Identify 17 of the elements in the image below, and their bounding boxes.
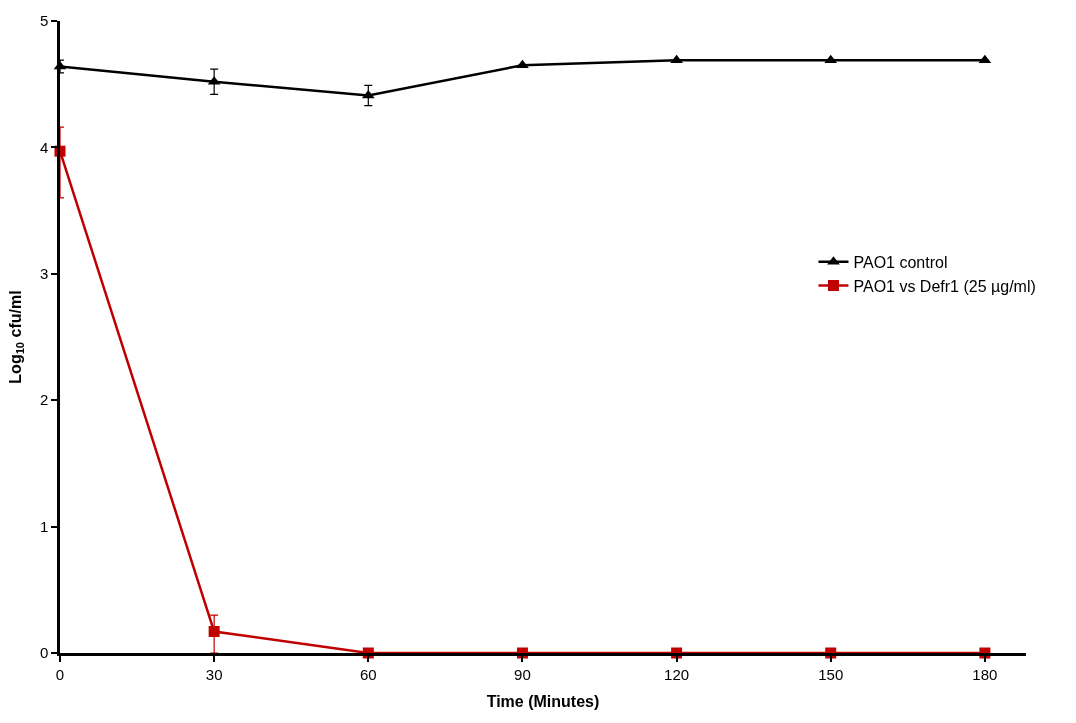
point	[208, 626, 220, 638]
x-tick-label: 60	[359, 665, 377, 683]
x-tick-label: 90	[514, 665, 531, 683]
x-tick-label: 120	[664, 665, 690, 683]
x-tick-label: 0	[55, 665, 65, 683]
y-tick-label: 2	[39, 391, 49, 409]
y-tick-label: 4	[39, 138, 49, 156]
x-tick-label: 150	[818, 665, 844, 683]
x-tick-label: 180	[972, 665, 998, 683]
legend-label: PAO1 vs Defr1 (25 µg/ml)	[853, 277, 1036, 295]
x-tick-label: 30	[205, 665, 223, 683]
legend-label: PAO1 control	[853, 253, 948, 271]
y-tick-label: 1	[39, 517, 49, 535]
x-axis-title: Time (Minutes)	[486, 693, 600, 711]
y-tick-label: 3	[39, 265, 49, 283]
y-tick-label: 5	[39, 12, 49, 30]
y-tick-label: 0	[39, 644, 49, 662]
